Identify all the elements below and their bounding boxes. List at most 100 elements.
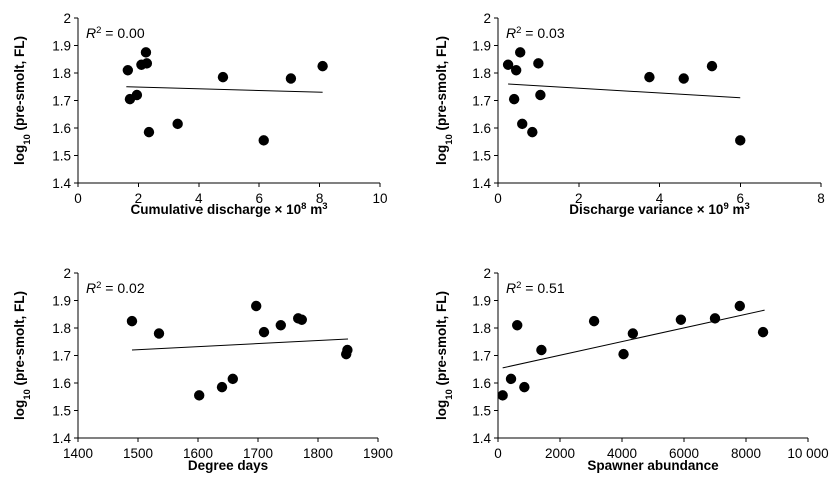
x-tick-label: 8: [316, 191, 324, 206]
data-point: [194, 390, 205, 401]
data-point: [588, 315, 600, 327]
data-point: [275, 320, 286, 331]
y-axis-label: log10 (pre-smolt, FL): [12, 36, 33, 165]
data-point: [512, 320, 523, 331]
data-point: [296, 314, 307, 325]
y-tick-label: 1.4: [52, 176, 71, 191]
x-axis-label: Cumulative discharge × 108 m3: [130, 201, 327, 218]
y-tick-label: 1.5: [472, 149, 491, 164]
data-point: [258, 135, 269, 146]
chart-panel-3: 1.4 1.5 1.6 1.7 1.8 1.9 2 1400 1500 1600 1700 1800 1…: [12, 266, 393, 473]
y-tick-label: 1.6: [472, 376, 491, 391]
data-point: [122, 65, 134, 76]
data-point: [216, 381, 228, 393]
r-squared-annotation: R2 = 0.00: [86, 25, 145, 42]
y-tick-label: 1.8: [472, 321, 491, 336]
data-point: [678, 73, 689, 84]
y-tick-label: 1.5: [52, 404, 71, 419]
data-point: [342, 344, 353, 356]
y-axis-label: log10 (pre-smolt, FL): [434, 36, 455, 165]
y-tick-label: 1.4: [52, 431, 71, 446]
x-tick-label: 6: [255, 191, 263, 206]
chart-panel-2: 1.4 1.5 1.6 1.7 1.8 1.9 2 0 2 4 6 8 Discharge varian…: [434, 11, 825, 217]
x-axis-label: Discharge variance × 109 m3: [569, 201, 750, 218]
data-point: [508, 93, 520, 105]
data-point: [533, 58, 544, 69]
data-point: [536, 344, 547, 356]
y-tick-label: 1.6: [52, 376, 71, 391]
y-tick-label: 1.5: [52, 149, 71, 164]
data-point: [757, 326, 769, 338]
data-point: [709, 313, 721, 324]
trend-line: [508, 83, 741, 99]
r-squared-annotation: R2 = 0.03: [506, 25, 565, 42]
x-tick-label: 0: [494, 446, 502, 461]
y-tick-label: 1.6: [472, 121, 491, 136]
data-point: [227, 373, 238, 385]
x-tick-label: 2: [135, 191, 143, 206]
y-axis-label: log10 (pre-smolt, FL): [12, 291, 33, 420]
y-tick-label: 2: [483, 266, 491, 281]
data-point: [251, 300, 262, 312]
y-tick-label: 1.9: [472, 294, 491, 309]
data-point: [217, 71, 229, 83]
chart-panel-1: 1.4 1.5 1.6 1.7 1.8 1.9 2 0 2 4 6 8 10 Cumulative dis…: [12, 11, 388, 217]
y-tick-label: 1.9: [52, 294, 71, 309]
data-point: [153, 328, 165, 339]
data-point: [734, 300, 745, 312]
y-tick-label: 1.5: [472, 404, 491, 419]
x-tick-label: 1400: [63, 446, 93, 461]
x-tick-label: 2000: [545, 446, 575, 461]
data-point: [627, 328, 639, 339]
r-squared-annotation: R2 = 0.02: [86, 280, 145, 297]
data-point: [131, 89, 143, 101]
x-axis-label: Degree days: [188, 458, 268, 473]
y-tick-label: 1.4: [472, 431, 491, 446]
trend-line: [502, 309, 765, 369]
trend-line: [131, 338, 349, 351]
data-point: [317, 60, 328, 72]
x-tick-label: 1500: [123, 446, 153, 461]
trend-line: [126, 86, 323, 93]
x-tick-label: 2: [575, 191, 583, 206]
data-point: [141, 58, 153, 69]
x-tick-label: 1800: [303, 446, 333, 461]
y-tick-label: 1.4: [472, 176, 491, 191]
r-squared-annotation: R2 = 0.51: [506, 280, 565, 297]
data-point: [143, 126, 155, 138]
data-point: [502, 59, 514, 70]
y-tick-label: 2: [63, 266, 71, 281]
data-point: [675, 314, 687, 325]
y-tick-label: 1.9: [472, 39, 491, 54]
y-tick-label: 1.9: [52, 39, 71, 54]
x-tick-label: 1700: [243, 446, 273, 461]
y-tick-label: 1.7: [472, 349, 491, 364]
data-point: [258, 326, 270, 338]
data-point: [172, 118, 183, 130]
data-point: [497, 390, 508, 401]
x-tick-label: 4: [656, 191, 664, 206]
data-point: [517, 118, 528, 130]
chart-panel-4: 1.4 1.5 1.6 1.7 1.8 1.9 2 0 2000 4000 6000 8000 10 0…: [434, 266, 829, 473]
y-tick-label: 1.7: [52, 349, 71, 364]
y-tick-label: 2: [483, 11, 491, 26]
y-tick-label: 2: [63, 11, 71, 26]
data-point: [527, 126, 538, 138]
x-tick-label: 8: [817, 191, 825, 206]
data-point: [644, 71, 655, 83]
data-point: [505, 373, 517, 385]
data-point: [706, 60, 718, 72]
x-tick-label: 0: [74, 191, 82, 206]
data-point: [140, 47, 152, 58]
x-tick-label: 0: [494, 191, 502, 206]
data-point: [510, 65, 522, 76]
x-tick-label: 8000: [731, 446, 761, 461]
y-tick-label: 1.8: [472, 66, 491, 81]
data-point: [515, 47, 526, 58]
x-tick-label: 10: [372, 191, 387, 206]
y-tick-label: 1.8: [52, 66, 71, 81]
x-tick-label: 4: [195, 191, 203, 206]
x-tick-label: 6: [736, 191, 744, 206]
x-tick-label: 10 000: [787, 446, 828, 461]
y-tick-label: 1.8: [52, 321, 71, 336]
